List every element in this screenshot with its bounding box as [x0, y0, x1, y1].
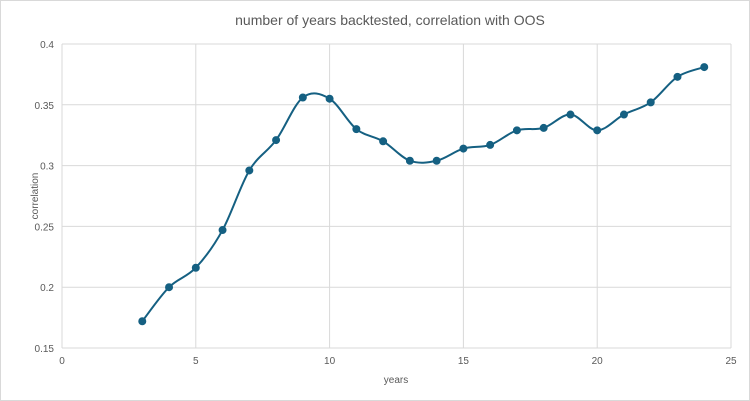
x-tick-label: 5 [193, 356, 199, 367]
data-series [138, 63, 709, 326]
data-point-marker [325, 94, 334, 103]
data-point-marker [138, 317, 147, 326]
data-point-marker [432, 156, 441, 165]
data-point-marker [539, 123, 548, 132]
x-axis-ticks: 0 5 10 15 20 25 [59, 356, 737, 367]
data-point-marker [486, 140, 495, 149]
data-point-marker [593, 126, 602, 135]
x-tick-label: 20 [592, 356, 604, 367]
x-tick-label: 10 [324, 356, 336, 367]
data-point-marker [673, 72, 682, 81]
y-axis-title: correlation [30, 173, 41, 220]
data-point-marker [298, 93, 307, 102]
data-point-marker [379, 137, 388, 146]
data-point-marker [245, 166, 254, 175]
data-point-marker [619, 110, 628, 119]
series-line [141, 66, 706, 323]
y-tick-label: 0.4 [40, 40, 54, 51]
data-point-marker [646, 98, 655, 107]
data-point-marker [191, 263, 200, 272]
x-tick-label: 0 [59, 356, 65, 367]
y-tick-label: 0.2 [40, 283, 54, 294]
y-tick-label: 0.35 [35, 101, 55, 112]
data-point-marker [405, 156, 414, 165]
data-point-marker [512, 126, 521, 135]
data-point-marker [700, 63, 709, 72]
data-point-marker [165, 283, 174, 292]
y-tick-label: 0.15 [35, 344, 55, 355]
data-point-marker [218, 226, 227, 235]
data-point-marker [272, 136, 281, 145]
y-axis-ticks: 0.15 0.2 0.25 0.3 0.35 0.4 [35, 40, 55, 355]
y-tick-label: 0.25 [35, 222, 55, 233]
data-point-marker [566, 110, 575, 119]
gridlines [61, 43, 732, 349]
data-point-marker [352, 125, 361, 134]
chart-title: number of years backtested, correlation … [235, 12, 545, 28]
x-axis-title: years [384, 375, 408, 386]
y-tick-label: 0.3 [40, 162, 54, 173]
x-tick-label: 25 [725, 356, 737, 367]
x-tick-label: 15 [458, 356, 470, 367]
data-point-marker [459, 144, 468, 153]
